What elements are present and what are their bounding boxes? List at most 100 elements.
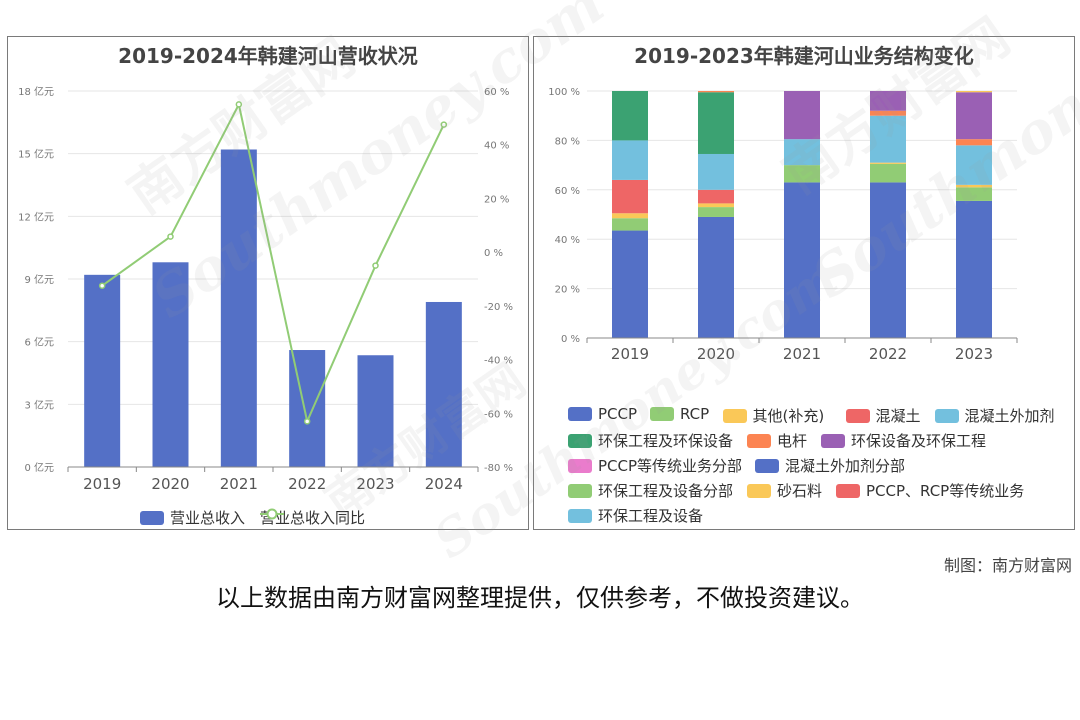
y2-tick-label: -80 % [484,463,513,474]
legend-swatch [650,407,674,421]
legend-label: 环保设备及环保工程 [851,432,987,450]
revenue-yoy-point [372,262,379,269]
stacked-bar-segment [698,207,734,217]
revenue-bar [220,149,257,467]
x-tick-label: 2021 [220,475,258,493]
y-tick-label: 15 亿元 [18,148,54,161]
legend-swatch-revenue [140,510,164,525]
legend-item[interactable]: 混凝土外加剂分部 [755,455,905,476]
stacked-bar-segment [870,182,906,338]
y2-tick-label: 40 % [484,141,509,152]
legend-item-revenue-yoy[interactable]: 营业总收入同比 [260,507,365,528]
revenue-bar [152,262,189,467]
business-structure-chart-plot: 0 % 20 % 40 % 60 % 80 % 100 % 2019 2020 2021 2022… [548,87,1018,363]
chart-credit: 制图：南方财富网 [943,556,1072,575]
stacked-bar-segment [698,203,734,208]
legend-item[interactable]: 环保工程及环保设备 [568,430,733,451]
legend-swatch [755,458,779,473]
legend-swatch [845,408,870,423]
y-tick-label: 6 亿元 [24,336,54,349]
y-tick-label: 80 % [555,136,580,147]
legend-label: 电杆 [777,432,808,450]
stacked-bar-segment [870,163,906,183]
stacked-bar-segment [956,92,992,140]
revenue-yoy-point [303,418,311,425]
business-structure-chart-title: 2019-2023年韩建河山业务结构变化 [634,44,974,68]
y2-tick-label: -40 % [484,356,513,367]
legend-item[interactable]: 混凝土 [845,405,921,426]
x-tick-label: 2020 [151,475,189,493]
y2-tick-label: -60 % [484,409,513,420]
legend-item[interactable]: 其他(补充) [722,405,825,426]
business-structure-chart-panel: 2019-2023年韩建河山业务结构变化 0 % 20 % 40 % 60 % 80 %… [533,36,1075,530]
revenue-chart-plot: 0 亿元 3 亿元 6 亿元 9 亿元 12 亿元 15 亿元 18 亿元 -80 % -60 … [18,85,513,493]
stacked-bar-segment [784,182,820,338]
stacked-bar-segment [698,92,734,154]
legend-item[interactable]: 环保设备及环保工程 [821,430,986,451]
legend-label: 环保工程及环保设备 [598,432,734,450]
stacked-bar-segment [956,200,992,338]
y-tick-label: 0 % [561,334,580,345]
x-tick-label: 2019 [83,475,121,493]
legend-swatch [568,483,592,498]
stacked-bar-segment [956,145,992,185]
legend-swatch [747,433,771,448]
revenue-chart-panel: 2019-2024年韩建河山营收状况 0 亿元 3 亿元 6 亿元 9 亿元 12 亿元… [7,36,529,530]
x-tick-label: 2024 [425,475,463,493]
legend-swatch [934,408,959,423]
revenue-yoy-point [235,101,243,108]
legend-item[interactable]: 环保工程及设备 [568,505,703,526]
legend-item[interactable]: RCP [650,405,709,423]
legend-label-revenue: 营业总收入 [170,509,246,527]
legend-swatch [568,433,592,448]
x-tick-label: 2022 [288,475,326,493]
y-tick-label: 60 % [555,186,580,197]
legend-item[interactable]: PCCP等传统业务分部 [568,455,742,476]
revenue-bar [357,355,394,467]
stacked-bar-segment [612,218,648,231]
stacked-bar-segment [612,213,648,219]
legend-item[interactable]: 电杆 [747,430,807,451]
y-tick-label: 0 亿元 [24,461,54,474]
revenue-bar [84,274,121,467]
x-tick-label: 2023 [955,345,993,363]
revenue-bar [425,301,462,467]
legend-item[interactable]: 混凝土外加剂 [934,405,1055,426]
stacked-bar-segment [698,91,734,93]
legend-item-revenue[interactable]: 营业总收入 [140,507,245,528]
stacked-bar-segment [870,115,906,163]
stacked-bar-segment [784,139,820,166]
y-tick-label: 12 亿元 [18,210,54,223]
y-tick-label: 3 亿元 [24,398,54,411]
legend-item[interactable]: PCCP [568,405,637,423]
revenue-yoy-point [440,121,448,128]
legend-label: 环保工程及设备 [598,507,704,525]
y-tick-label: 18 亿元 [18,85,54,98]
legend-item[interactable]: 环保工程及设备分部 [568,480,733,501]
legend-item[interactable]: PCCP、RCP等传统业务 [836,480,1024,501]
legend-label-revenue-yoy: 营业总收入同比 [260,509,366,527]
stacked-bar-segment [698,153,734,190]
legend-label: 其他(补充) [752,407,825,425]
legend-swatch [747,483,771,498]
legend-label: 混凝土外加剂分部 [785,457,906,475]
stacked-bar-segment [870,110,906,116]
stacked-bar-segment [698,216,734,338]
x-tick-label: 2020 [697,345,735,363]
legend-swatch [568,458,592,473]
legend-label: PCCP [598,405,638,423]
stacked-bar-segment [612,230,648,338]
x-tick-label: 2023 [356,475,394,493]
legend-item[interactable]: 砂石料 [747,480,822,501]
legend-swatch [836,483,860,498]
legend-swatch [568,407,592,421]
y2-tick-label: 0 % [484,248,503,259]
y-tick-label: 100 % [548,87,580,98]
revenue-yoy-point [167,233,174,240]
y-tick-label: 40 % [555,235,580,246]
y-tick-label: 9 亿元 [24,273,54,286]
legend-label: 环保工程及设备分部 [598,482,734,500]
legend-swatch [568,508,592,523]
stacked-bar-segment [870,162,906,164]
legend-label: PCCP等传统业务分部 [598,457,743,475]
